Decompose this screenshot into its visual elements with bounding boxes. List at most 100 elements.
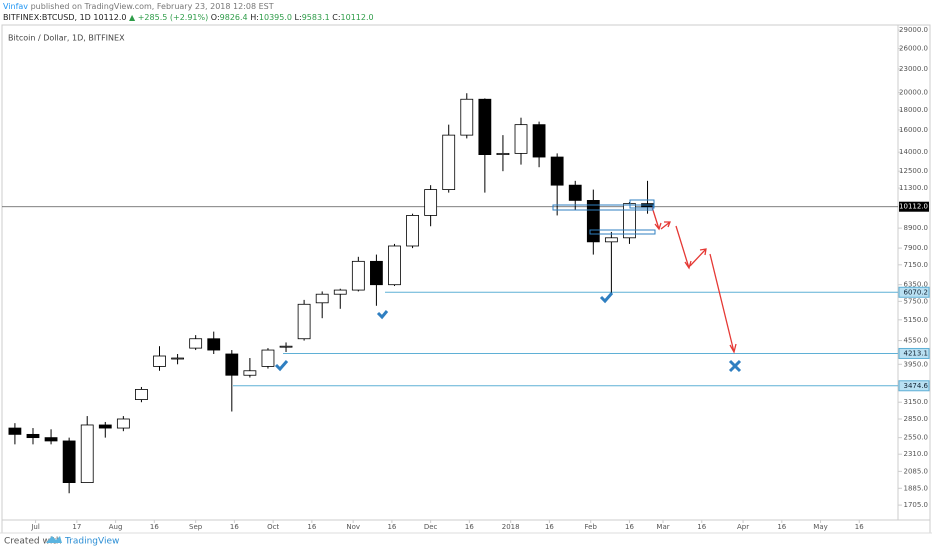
last-price: 10112.0 [93, 13, 127, 22]
y-tick-label: 23000.0 [899, 65, 928, 73]
x-tick-label: Aug [109, 523, 123, 531]
ohlc-label: O: [210, 13, 220, 22]
last-price-tag [899, 201, 929, 212]
checkmark [599, 292, 614, 304]
footer-brand[interactable]: TradingView [64, 537, 119, 547]
candle-body [333, 289, 347, 295]
y-tick-label: 2085.0 [904, 467, 929, 475]
level-tag [898, 347, 930, 359]
level-label: 4213.1 [904, 349, 929, 357]
y-tick-label: 11300.0 [899, 184, 928, 192]
candle-body [171, 357, 184, 360]
candle-body [98, 424, 112, 429]
target-cross [728, 359, 742, 373]
symbol-line: BITFINEX:BTCUSD, 1D 10112.0 ▲ +285.5 (+2… [3, 13, 374, 22]
x-tick-label: 16 [150, 523, 159, 531]
candle-body [261, 349, 275, 367]
y-tick-label: 14000.0 [899, 148, 928, 156]
candle-body [568, 184, 582, 201]
candle-body [297, 303, 311, 340]
zones [552, 199, 656, 235]
y-tick-label: 12500.0 [899, 167, 928, 175]
x-tick-label: 16 [465, 523, 474, 531]
ohlc-label: L: [294, 13, 302, 22]
candle-body [26, 433, 40, 439]
checkmark [274, 360, 289, 372]
checkmark [376, 310, 389, 320]
arrow [675, 225, 692, 270]
candle-body [406, 215, 419, 247]
x-tick-label: Sep [189, 523, 203, 531]
y-tick-label: 26000.0 [899, 44, 928, 52]
x-tick-label: Nov [346, 523, 360, 531]
level-tag [898, 380, 930, 392]
chart-title: Bitcoin / Dollar, 1D, BITFINEX [8, 34, 125, 43]
candle-body [8, 427, 22, 435]
candle-body [279, 345, 293, 348]
arrow [709, 253, 737, 354]
change: ▲ +285.5 (+2.91%) [129, 13, 209, 22]
candle-body [496, 152, 510, 155]
candle-body [478, 98, 492, 155]
y-tick-label: 5750.0 [904, 297, 929, 305]
arrow [651, 206, 662, 231]
candle-body [315, 293, 329, 304]
x-tick-label: Jul [30, 523, 40, 531]
last-price-label: 10112.0 [899, 203, 928, 211]
candle-body [388, 245, 401, 286]
candle-body [623, 203, 636, 239]
y-tick-label: 3950.0 [904, 360, 929, 368]
x-tick-label: 16 [625, 523, 634, 531]
candle-body [351, 260, 365, 291]
ohlc-label: C: [332, 13, 341, 22]
y-tick-label: 18000.0 [899, 106, 928, 114]
y-tick-label: 2310.0 [904, 450, 929, 458]
y-tick-label: 2550.0 [904, 434, 929, 442]
zone [629, 199, 655, 209]
published: published on TradingView.com, February 2… [30, 2, 274, 11]
checkmarks [274, 292, 614, 372]
y-tick-label: 16000.0 [899, 126, 928, 134]
plot: 29000.0 26000.0 23000.0 20000.0 18000.0 16000… [2, 26, 930, 531]
symbol: BITFINEX:BTCUSD, 1D [3, 13, 91, 22]
x-tick-label: 16 [855, 523, 864, 531]
x-tick-label: Apr [737, 523, 749, 531]
x-tick-label: 2018 [502, 523, 520, 531]
y-tick-label: 7150.0 [904, 261, 929, 269]
candle-body [62, 440, 76, 483]
x-tick-label: 16 [697, 523, 706, 531]
candle-body [135, 389, 148, 400]
footer-created: Created with [4, 537, 62, 547]
author[interactable]: Vinfav [3, 2, 29, 11]
ohlc-value: 10112.0 [340, 13, 374, 22]
candle-body [116, 418, 130, 429]
candle-body [532, 124, 546, 158]
candle-body [153, 355, 166, 367]
y-tick-label: 1885.0 [904, 484, 929, 492]
y-tick-label: 4550.0 [904, 337, 929, 345]
x-tick-label: 16 [307, 523, 316, 531]
x-tick-label: 16 [387, 523, 396, 531]
logo [46, 536, 62, 543]
ohlc-value: 9583.1 [301, 13, 330, 22]
ohlc: O:9826.4 H:10395.0 L:9583.1 C:10112.0 [211, 13, 374, 22]
level-tag [898, 286, 930, 298]
y-tick-label: 6350.0 [904, 281, 929, 289]
level-label: 6070.2 [904, 288, 929, 296]
arrow [689, 248, 707, 267]
y-tick-label: 2850.0 [904, 415, 929, 423]
level-label: 3474.6 [904, 382, 929, 390]
ohlc-label: H: [250, 13, 259, 22]
x-tick-label: May [813, 523, 827, 531]
arrow [660, 221, 671, 230]
candle-body [460, 98, 474, 136]
zone [589, 229, 656, 235]
y-tick-label: 5150.0 [904, 316, 929, 324]
candle-body [514, 124, 528, 154]
candle-body [80, 424, 94, 483]
candle-body [243, 370, 257, 376]
x-tick-label: 17 [72, 523, 81, 531]
ohlc-value: 9826.4 [219, 13, 248, 22]
candle-body [207, 338, 221, 351]
